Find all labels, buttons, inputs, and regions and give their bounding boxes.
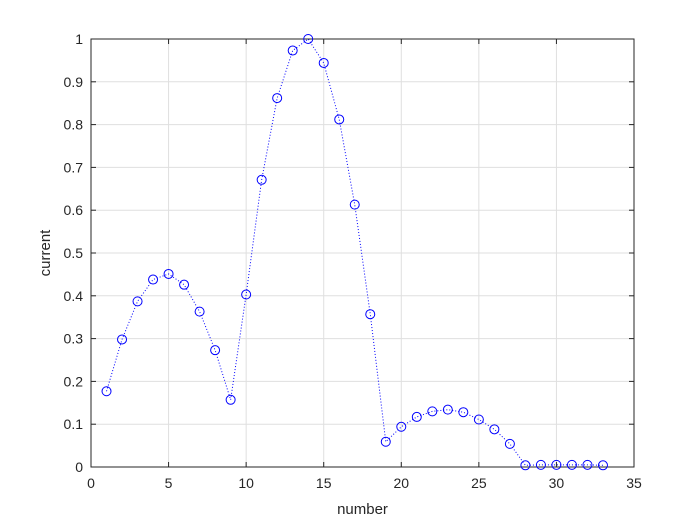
data-point bbox=[148, 274, 159, 285]
data-point bbox=[318, 57, 329, 68]
tick-labels: 0 5 10 15 20 25 30 35 0 0.1 0.2 0.3 0.4 0.5 0.6 0.7 0.8 0… bbox=[64, 31, 642, 491]
data-point bbox=[442, 404, 453, 415]
y-tick-label: 1 bbox=[75, 31, 83, 47]
x-tick-label: 5 bbox=[165, 475, 173, 491]
data-point bbox=[473, 414, 484, 425]
y-tick-label: 0.7 bbox=[64, 159, 84, 175]
data-point bbox=[117, 334, 128, 345]
data-point bbox=[411, 411, 422, 422]
x-tick-label: 25 bbox=[471, 475, 487, 491]
y-tick-label: 0.5 bbox=[64, 245, 84, 261]
y-tick-label: 0.3 bbox=[64, 331, 84, 347]
data-point bbox=[380, 436, 391, 447]
data-point bbox=[287, 45, 298, 56]
data-point bbox=[551, 459, 562, 470]
data-point bbox=[365, 309, 376, 320]
data-point bbox=[489, 424, 500, 435]
data-point bbox=[566, 459, 577, 470]
series-layer bbox=[101, 34, 608, 471]
data-point bbox=[334, 114, 345, 125]
x-tick-label: 30 bbox=[549, 475, 565, 491]
x-tick-label: 20 bbox=[393, 475, 409, 491]
y-tick-label: 0.2 bbox=[64, 373, 84, 389]
y-axis-label: current bbox=[37, 229, 54, 277]
data-point bbox=[179, 279, 190, 290]
y-tick-label: 0.4 bbox=[64, 288, 84, 304]
x-tick-label: 35 bbox=[626, 475, 642, 491]
axes bbox=[90, 38, 635, 468]
y-tick-label: 0.1 bbox=[64, 416, 84, 432]
y-tick-label: 0.9 bbox=[64, 74, 84, 90]
data-point bbox=[458, 407, 469, 418]
data-point bbox=[349, 199, 360, 210]
data-point bbox=[504, 438, 515, 449]
data-point bbox=[132, 296, 143, 307]
data-point bbox=[163, 268, 174, 279]
y-tick-label: 0.8 bbox=[64, 117, 84, 133]
data-point bbox=[597, 460, 608, 471]
data-point bbox=[427, 406, 438, 417]
data-point bbox=[303, 34, 314, 44]
x-tick-label: 10 bbox=[238, 475, 254, 491]
data-point bbox=[101, 386, 112, 397]
data-point bbox=[582, 459, 593, 470]
data-point bbox=[225, 394, 236, 405]
x-axis-label: number bbox=[337, 501, 388, 518]
x-tick-label: 0 bbox=[87, 475, 95, 491]
data-point bbox=[272, 93, 283, 104]
y-tick-label: 0.6 bbox=[64, 202, 84, 218]
data-point bbox=[241, 289, 252, 300]
x-tick-label: 15 bbox=[316, 475, 332, 491]
data-point bbox=[396, 421, 407, 432]
data-point bbox=[256, 174, 267, 185]
data-point bbox=[194, 306, 205, 317]
data-point bbox=[210, 345, 221, 356]
y-tick-label: 0 bbox=[75, 459, 83, 475]
data-point bbox=[520, 460, 531, 471]
data-point bbox=[535, 459, 546, 470]
